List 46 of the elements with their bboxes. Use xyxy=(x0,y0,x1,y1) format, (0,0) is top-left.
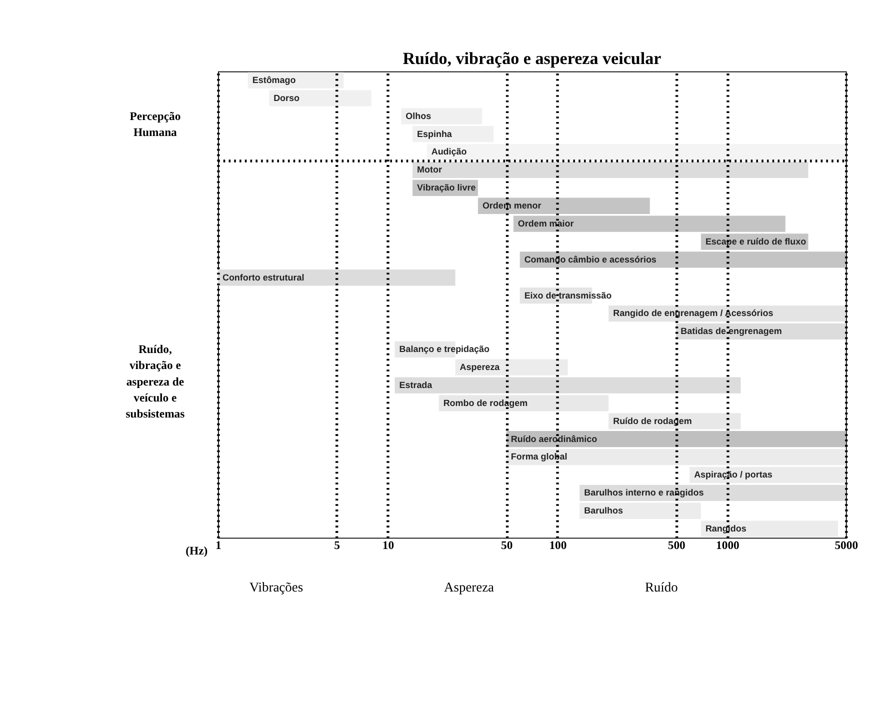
text: Vibrações xyxy=(249,580,304,595)
y-tick-label: Olhos xyxy=(406,110,432,121)
text: Ruído, vibração e aspereza de veículo e subsistemas xyxy=(126,342,186,421)
y-tick-label: Audição xyxy=(431,146,468,157)
chart-title: Ruído, vibração e aspereza veicular xyxy=(402,49,662,68)
text: Percepção Humana xyxy=(130,110,181,139)
y-tick-label: Ordem maior xyxy=(518,218,574,228)
y-tick-label: Rombo de rodagem xyxy=(443,398,528,408)
y-tick-label: Ordem menor xyxy=(482,200,542,211)
x-axis-title: (Hz) xyxy=(186,544,208,558)
bar xyxy=(580,502,701,519)
y-tick-label: Estômago xyxy=(252,74,296,85)
y-tick-label: Forma global xyxy=(510,452,568,462)
bar xyxy=(506,431,846,448)
y-tick-label: Eixo de transmissão xyxy=(524,290,612,300)
y-tick-label: Vibração livre xyxy=(417,182,476,193)
x-tick-label: 10 xyxy=(382,538,394,552)
bar xyxy=(412,162,808,178)
x-tick-label: 5000 xyxy=(834,538,858,552)
y-tick-label: Estrada xyxy=(399,380,434,390)
y-tick-label: Ruído aerodinâmico xyxy=(510,434,598,444)
x-tick-label: 100 xyxy=(549,538,567,552)
x-tick-label: 1 xyxy=(216,538,222,552)
y-tick-label: Conforto estrutural xyxy=(222,272,304,282)
y-tick-label: Comando câmbio e acessórios xyxy=(524,254,656,264)
y-tick-label: Balanço e trepidação xyxy=(399,344,490,354)
y-tick-label: Batidas de engrenagem xyxy=(680,326,782,336)
y-tick-label: Barulhos interno e rangidos xyxy=(584,488,704,498)
y-tick-label: Escape e ruído de fluxo xyxy=(705,236,807,246)
bar xyxy=(506,448,846,466)
y-tick-label: Dorso xyxy=(274,92,300,103)
x-tick-label: 1000 xyxy=(716,538,740,552)
bar xyxy=(218,270,456,286)
x-tick-label: 500 xyxy=(668,538,686,552)
y-tick-label: Ruído de rodagem xyxy=(613,416,692,426)
bar xyxy=(700,520,838,537)
text: Ruído xyxy=(644,580,678,595)
y-tick-label: Motor xyxy=(417,164,442,175)
y-tick-label: Barulhos xyxy=(584,506,623,516)
x-tick-label: 5 xyxy=(334,538,340,552)
y-tick-label: Aspiração / portas xyxy=(694,470,772,480)
y-tick-label: Rangido de engrenagem / Acessórios xyxy=(613,308,774,318)
y-tick-label: Rangidos xyxy=(705,523,746,534)
bar xyxy=(426,144,846,160)
x-tick-label: 50 xyxy=(501,538,513,552)
y-tick-label: Espinha xyxy=(417,128,453,139)
